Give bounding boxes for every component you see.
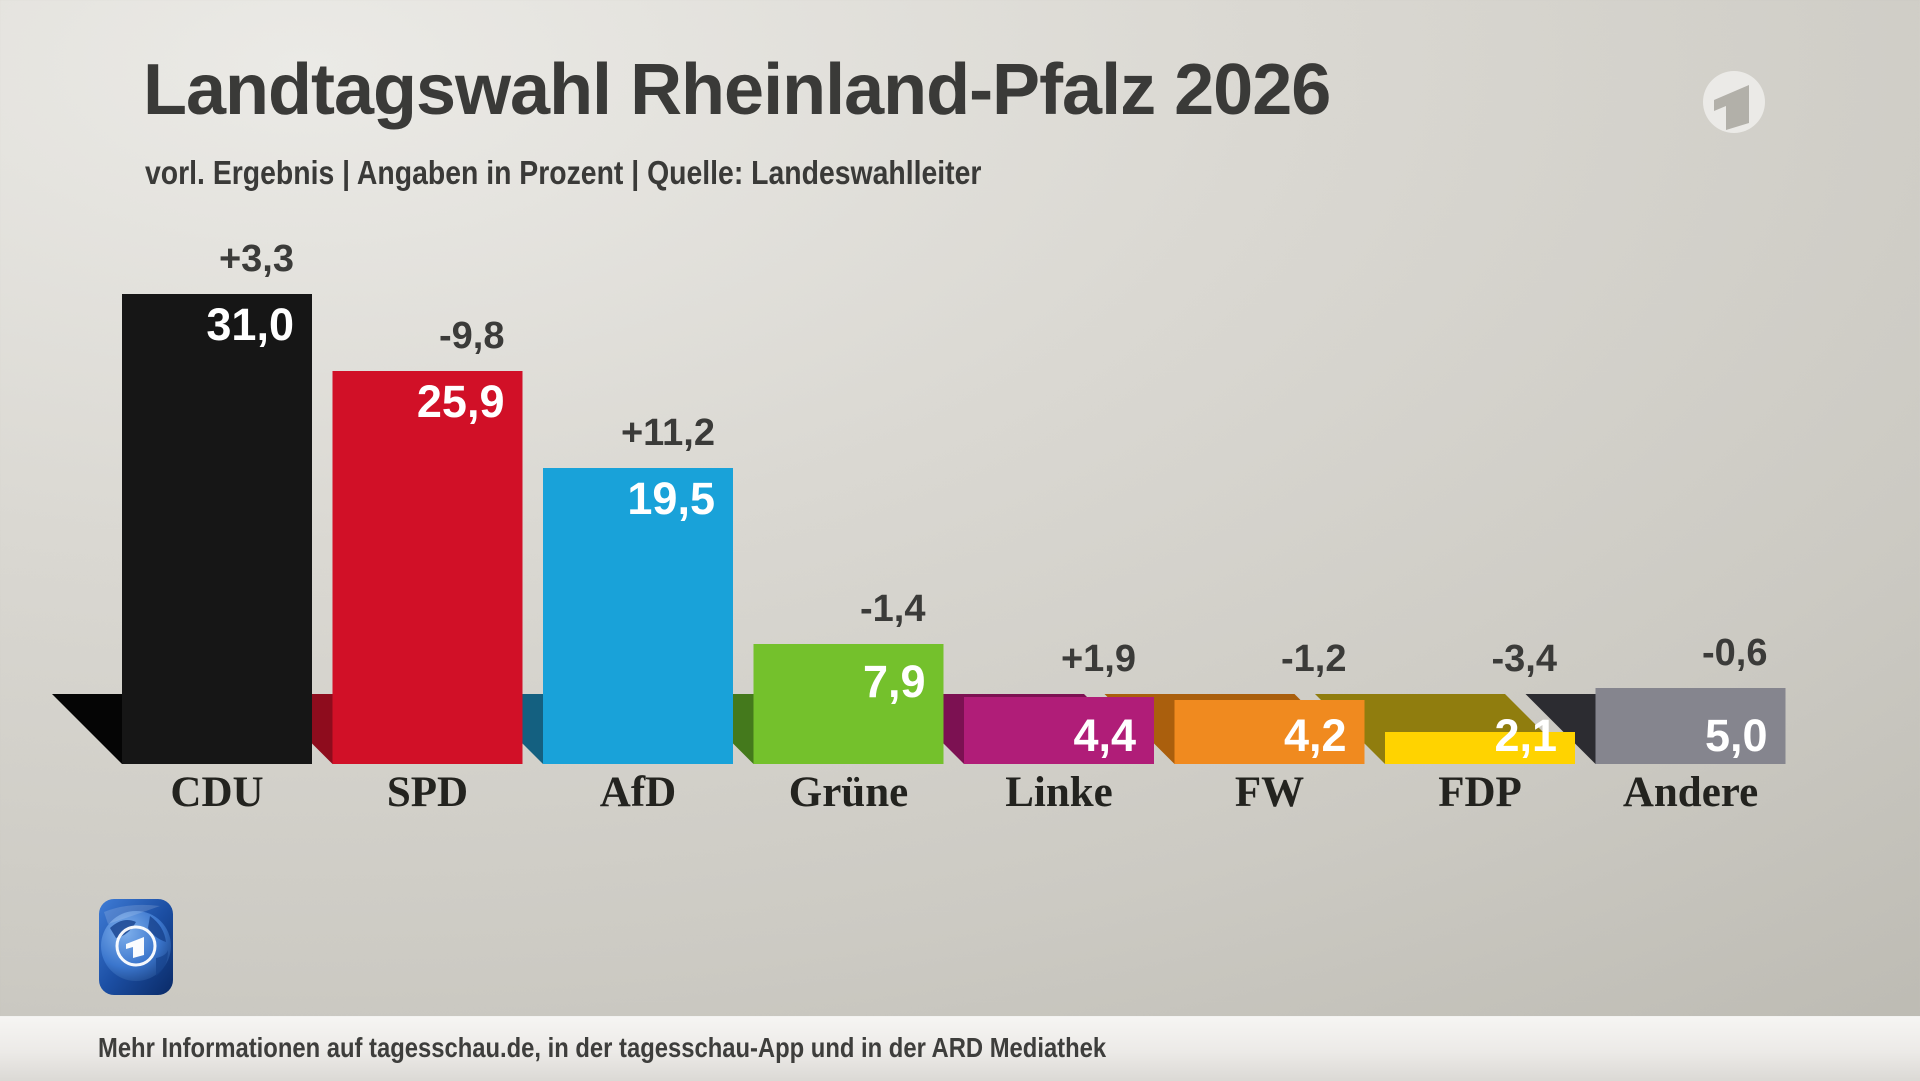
- globe-continent-shape: [110, 920, 136, 938]
- ard-one-icon: [1714, 85, 1749, 130]
- icon-highlight: [104, 904, 160, 924]
- party-label-cdu: CDU: [170, 769, 264, 816]
- bar-fdp: [1385, 732, 1575, 764]
- value-label-gruene: 7,9: [862, 656, 926, 707]
- globe-continent-shape: [156, 950, 168, 976]
- bar-andere: [1595, 688, 1786, 764]
- change-label-fw: -1,2: [1281, 638, 1347, 680]
- value-label-andere: 5,0: [1704, 710, 1768, 761]
- footer-info-bar: Mehr Informationen auf tagesschau.de, in…: [0, 1016, 1920, 1081]
- one-glyph-icon: [126, 937, 144, 958]
- footer-info-text: Mehr Informationen auf tagesschau.de, in…: [98, 1032, 1107, 1063]
- change-label-cdu: +3,3: [218, 238, 294, 280]
- change-label-andere: -0,6: [1702, 632, 1768, 674]
- change-label-fdp: -3,4: [1491, 638, 1557, 680]
- change-label-spd: -9,8: [439, 315, 505, 357]
- value-label-spd: 25,9: [416, 376, 505, 427]
- party-label-spd: SPD: [386, 769, 469, 816]
- bar-afd: [543, 468, 733, 764]
- bar-fw: [1174, 700, 1365, 764]
- party-label-fdp: FDP: [1438, 769, 1522, 816]
- ard-das-erste-logo: [1703, 71, 1765, 133]
- change-label-linke: +1,9: [1060, 638, 1136, 680]
- globe-ring: [115, 925, 157, 967]
- bar-cdu: [122, 294, 312, 764]
- bar-linke: [964, 697, 1154, 764]
- value-label-cdu: 31,0: [206, 299, 294, 350]
- party-label-fw: FW: [1234, 769, 1305, 816]
- value-label-linke: 4,4: [1073, 710, 1136, 761]
- tagesschau-app-icon: [99, 899, 173, 995]
- value-label-fw: 4,2: [1283, 710, 1347, 761]
- change-label-gruene: -1,4: [860, 588, 926, 630]
- party-label-gruene: Grüne: [788, 769, 909, 816]
- party-label-afd: AfD: [599, 769, 677, 816]
- bar-spd: [332, 371, 523, 764]
- party-label-linke: Linke: [1005, 769, 1113, 816]
- value-label-afd: 19,5: [627, 473, 715, 524]
- bar-gruene: [753, 644, 944, 764]
- page-subtitle: vorl. Ergebnis | Angaben in Prozent | Qu…: [145, 154, 982, 191]
- party-label-andere: Andere: [1622, 769, 1759, 816]
- change-label-afd: +11,2: [620, 412, 715, 454]
- value-label-fdp: 2,1: [1494, 710, 1557, 761]
- globe-continent-shape: [148, 916, 166, 942]
- page-title: Landtagswahl Rheinland-Pfalz 2026: [143, 50, 1331, 130]
